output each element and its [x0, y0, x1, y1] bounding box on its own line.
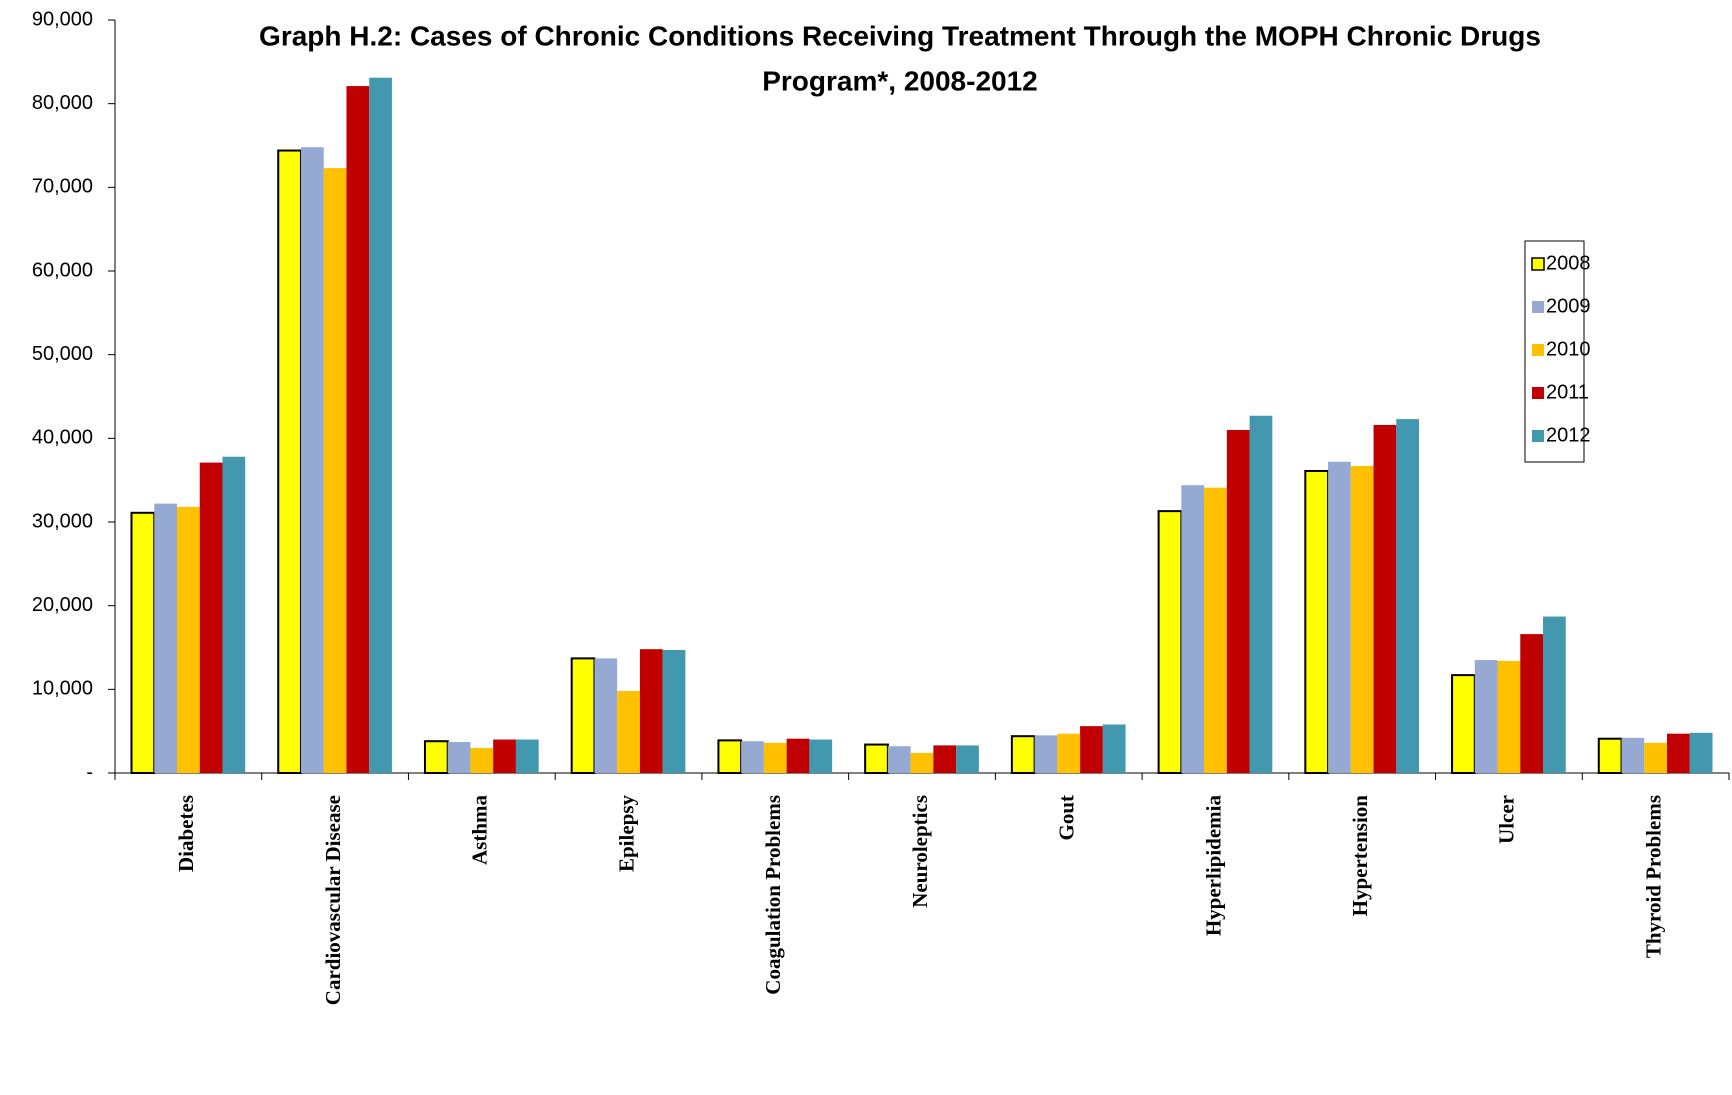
x-tick-label: Diabetes	[174, 795, 198, 872]
bar	[130, 511, 156, 775]
x-tick-label: Thyroid Problems	[1641, 795, 1665, 958]
bar	[1644, 742, 1668, 773]
bar	[910, 752, 934, 773]
y-tick-label: 90,000	[32, 8, 93, 30]
legend-label: 2011	[1546, 381, 1589, 403]
bar	[1543, 616, 1566, 773]
bar	[662, 650, 686, 773]
bar	[1497, 660, 1521, 773]
bar	[1181, 485, 1205, 773]
y-tick-label: 40,000	[32, 427, 93, 449]
bar	[369, 77, 392, 774]
y-tick-label: 10,000	[32, 678, 93, 700]
bar	[447, 742, 471, 773]
bar	[956, 745, 979, 773]
legend-label: 2009	[1546, 295, 1591, 317]
y-tick-label: 30,000	[32, 510, 93, 532]
bar	[1102, 724, 1126, 773]
chart-title: Graph H.2: Cases of Chronic Conditions R…	[259, 20, 1541, 51]
bar	[1157, 510, 1183, 774]
bar	[176, 506, 200, 773]
y-tick-label: 50,000	[32, 343, 93, 365]
bar	[323, 168, 347, 774]
bar	[154, 503, 177, 773]
bar	[1010, 735, 1036, 774]
x-tick-label: Neuroleptics	[908, 795, 932, 908]
y-tick-label: 80,000	[32, 92, 93, 114]
bar	[786, 738, 810, 773]
bar	[1597, 737, 1623, 774]
legend-label: 2010	[1546, 338, 1591, 360]
bar	[1249, 415, 1273, 773]
bar	[864, 743, 889, 775]
bar	[1621, 737, 1645, 773]
bar	[1304, 469, 1330, 774]
x-tick-label: Epilepsy	[614, 795, 638, 873]
legend-swatch	[1532, 301, 1544, 313]
bar	[515, 739, 539, 773]
y-tick-label: 20,000	[32, 594, 93, 616]
legend-label: 2012	[1546, 424, 1591, 446]
bar	[493, 739, 516, 773]
legend-swatch	[1532, 344, 1544, 356]
bar	[639, 649, 663, 773]
bar	[1034, 735, 1058, 773]
bar	[1373, 424, 1397, 773]
x-tick-label: Cardiovascular Disease	[321, 795, 345, 1005]
bar	[1057, 733, 1081, 773]
x-tick-label: Hypertension	[1348, 795, 1372, 917]
bar	[809, 739, 833, 773]
bar	[470, 747, 494, 773]
bar	[300, 147, 324, 773]
legend-label: 2008	[1546, 252, 1591, 274]
bar	[277, 149, 302, 774]
bar	[763, 742, 787, 773]
legend-swatch	[1531, 257, 1545, 271]
legend-swatch	[1532, 430, 1544, 442]
bar	[741, 741, 764, 773]
bar	[570, 657, 596, 774]
bar	[1396, 419, 1420, 773]
bar	[423, 740, 449, 774]
y-tick-label: 60,000	[32, 259, 93, 281]
x-tick-label: Gout	[1055, 795, 1079, 841]
bar	[717, 739, 743, 774]
x-tick-label: Asthma	[468, 795, 492, 866]
bar	[1451, 674, 1476, 774]
bar	[933, 745, 957, 773]
bar	[1474, 660, 1498, 773]
bar	[887, 746, 911, 773]
bar	[222, 456, 246, 773]
bar	[1226, 429, 1250, 773]
bar	[1520, 634, 1544, 773]
y-tick-label: -	[86, 761, 93, 783]
bar	[1689, 732, 1713, 773]
bar	[1667, 733, 1690, 773]
x-tick-label: Hyperlipidemia	[1201, 795, 1225, 937]
bar	[1350, 465, 1374, 773]
bar	[1080, 726, 1103, 773]
legend-swatch	[1532, 387, 1544, 399]
x-tick-label: Coagulation Problems	[761, 795, 785, 995]
bar	[199, 462, 223, 773]
bar	[594, 658, 618, 773]
y-tick-label: 70,000	[32, 176, 93, 198]
chart-title-line: Program*, 2008-2012	[762, 65, 1038, 96]
bar	[1328, 461, 1351, 773]
bar	[1204, 487, 1227, 773]
bar	[617, 691, 640, 773]
bar	[346, 86, 370, 773]
x-tick-label: Ulcer	[1495, 795, 1519, 844]
